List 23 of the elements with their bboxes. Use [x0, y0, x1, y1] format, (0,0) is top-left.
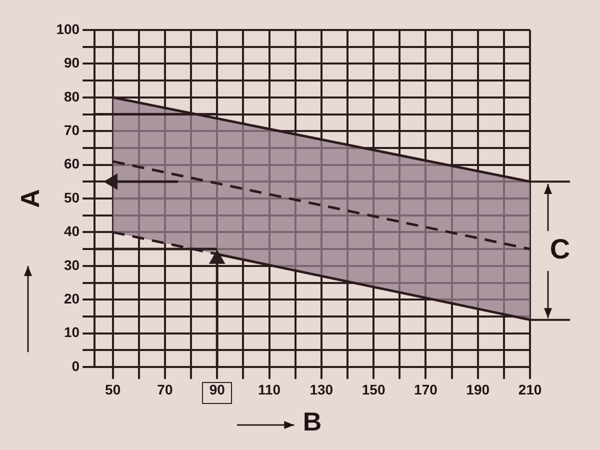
y-axis-title: A — [14, 188, 45, 208]
y-tick-label: 20 — [64, 290, 80, 306]
x-tick-label: 50 — [105, 381, 121, 398]
x-tick-label: 130 — [310, 381, 334, 398]
y-tick-label: 30 — [64, 256, 80, 273]
x-tick-label: 110 — [258, 381, 281, 398]
y-tick-label: 60 — [64, 156, 80, 172]
y-tick-label: 80 — [64, 88, 80, 104]
x-tick-label: 70 — [157, 381, 173, 398]
x-axis-title: B — [302, 406, 322, 437]
y-tick-label: 0 — [72, 358, 80, 374]
y-tick-label: 90 — [64, 54, 80, 71]
x-tick-label: 210 — [518, 381, 542, 398]
y-tick-label: 100 — [56, 20, 80, 37]
y-tick-label: 10 — [64, 324, 80, 340]
y-tick-label: 40 — [64, 223, 80, 240]
y-tick-label: 50 — [64, 189, 80, 206]
x-tick-label: 190 — [466, 381, 490, 398]
x-tick-label: 150 — [362, 381, 386, 398]
x-tick-label: 170 — [414, 381, 438, 398]
y-tick-label: 70 — [64, 122, 80, 138]
x-tick-label: 90 — [209, 381, 226, 398]
annotation: C — [550, 233, 570, 264]
